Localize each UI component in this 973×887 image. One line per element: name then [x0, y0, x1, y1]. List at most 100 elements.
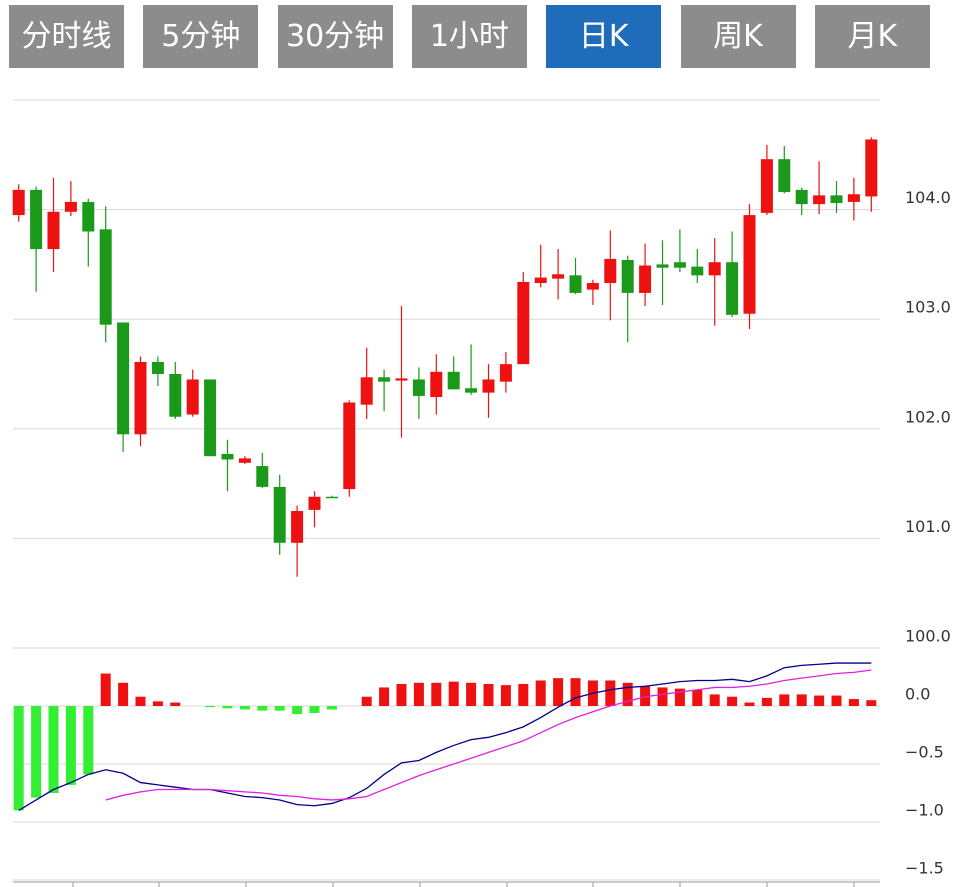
- candle-body: [291, 511, 304, 543]
- tab[interactable]: 周K: [680, 5, 796, 68]
- macd-bar: [779, 694, 790, 706]
- macd-bar: [692, 689, 703, 706]
- candle-body: [378, 377, 391, 382]
- candle-body: [238, 458, 251, 463]
- macd-bar: [709, 694, 720, 706]
- macd-line: [18, 662, 872, 811]
- macd-bar: [814, 695, 825, 706]
- x-axis-ticks: [72, 882, 855, 887]
- candle-body: [656, 264, 669, 268]
- candle-body: [395, 378, 408, 381]
- tab[interactable]: 30分钟: [277, 5, 393, 68]
- candle-body: [99, 229, 112, 325]
- tab[interactable]: 分时线: [9, 5, 124, 68]
- tab[interactable]: 5分钟: [143, 5, 259, 68]
- macd-bar: [761, 697, 772, 706]
- candle-body: [169, 374, 182, 417]
- candle-body: [412, 379, 425, 396]
- candle-body: [151, 361, 164, 374]
- candle-body: [499, 364, 512, 382]
- macd-bar: [605, 680, 616, 706]
- macd-bar: [448, 681, 459, 706]
- macd-bar: [413, 682, 424, 706]
- candle-body: [743, 215, 756, 314]
- macd-bar: [83, 706, 94, 775]
- macd-bar: [796, 694, 807, 706]
- y-tick-label: −0.5: [905, 743, 944, 762]
- macd-bar: [396, 683, 407, 706]
- macd-bar: [205, 706, 216, 708]
- candle-body: [186, 379, 199, 415]
- macd-bar: [361, 696, 372, 706]
- macd-bar: [379, 687, 390, 706]
- candle-body: [430, 371, 443, 398]
- candle-body: [273, 486, 286, 543]
- candle-body: [343, 402, 356, 490]
- y-tick-label: −1.5: [905, 859, 944, 878]
- candle-body: [760, 159, 773, 213]
- macd-bar: [674, 688, 685, 706]
- y-tick-label: 104.0: [905, 188, 951, 207]
- macd-bar: [239, 706, 250, 710]
- macd-bar: [292, 706, 303, 715]
- macd-bar: [570, 678, 581, 706]
- candle-body: [726, 262, 739, 315]
- macd-bar: [535, 680, 546, 706]
- macd-bar: [309, 706, 320, 713]
- candle-body: [517, 281, 530, 365]
- candle-body: [134, 361, 147, 435]
- tab[interactable]: 1小时: [411, 5, 527, 68]
- macd-bar: [152, 701, 163, 706]
- y-tick-label: 103.0: [905, 298, 951, 317]
- y-tick-label: 101.0: [905, 517, 951, 536]
- macd-bar: [622, 682, 633, 706]
- macd-bar: [431, 682, 442, 706]
- macd-bar: [326, 706, 337, 710]
- candle-body: [830, 195, 843, 204]
- tab-bar: 分时线 5分钟 30分钟 1小时 日K 周K 月K: [0, 0, 973, 70]
- candle-body: [82, 201, 95, 232]
- macd-bar: [744, 702, 755, 706]
- macd-bar: [500, 685, 511, 706]
- macd-bar: [866, 700, 877, 706]
- candle-body: [447, 371, 460, 390]
- candle-body: [691, 266, 704, 276]
- candle-body: [795, 189, 808, 205]
- candle-body: [117, 322, 130, 435]
- macd-bar: [100, 673, 111, 706]
- y-tick-label: 0.0: [905, 685, 930, 704]
- macd-bar: [848, 699, 859, 706]
- candle-body: [465, 388, 478, 393]
- macd-bar: [170, 702, 181, 706]
- tab[interactable]: 月K: [814, 5, 930, 68]
- macd-bar: [466, 682, 477, 706]
- macd-bar: [831, 695, 842, 706]
- candle-body: [482, 379, 495, 393]
- macd-bar: [553, 678, 564, 706]
- tab[interactable]: 日K: [546, 5, 662, 68]
- candle-body: [325, 496, 338, 499]
- y-tick-label: 100.0: [905, 627, 951, 646]
- candle-body: [569, 275, 582, 293]
- candle-body: [778, 159, 791, 193]
- macd-bar: [31, 706, 42, 798]
- candle-body: [256, 466, 269, 487]
- candle-body: [64, 201, 77, 212]
- macd-bar: [257, 706, 268, 711]
- macd-bar: [518, 683, 529, 706]
- macd-bar: [727, 696, 738, 706]
- candle-body: [47, 211, 60, 250]
- candle-body: [586, 283, 599, 290]
- candle-body: [621, 260, 634, 293]
- macd-bar: [118, 682, 129, 706]
- macd-bar: [48, 706, 59, 793]
- candle-body: [847, 194, 860, 202]
- macd-line: [105, 669, 872, 801]
- candle-body: [639, 265, 652, 293]
- macd-bar: [222, 706, 233, 709]
- macd-bar: [65, 706, 76, 785]
- candle-body: [221, 454, 234, 460]
- macd-bar: [657, 687, 668, 706]
